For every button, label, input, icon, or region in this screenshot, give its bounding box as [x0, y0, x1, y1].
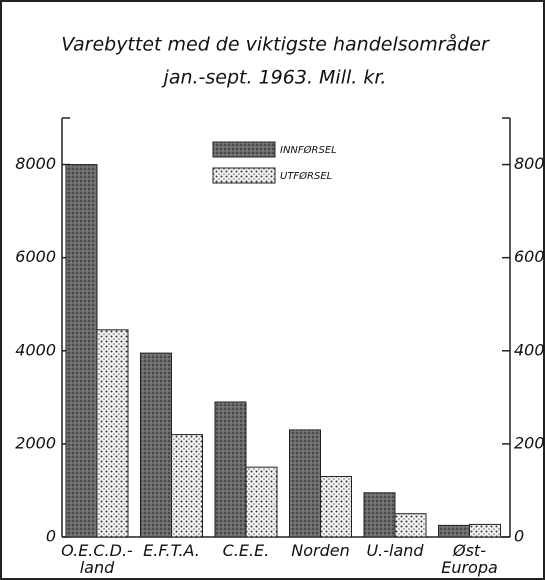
y2-tick-label: 0 [514, 527, 524, 546]
x-tick-label: C.E.E. [223, 541, 270, 560]
x-tick-label: Øst-Europa [441, 541, 498, 577]
y2-tick-label: 6000 [514, 247, 545, 266]
y2-tick-label: 4000 [514, 340, 545, 359]
bar [140, 352, 172, 538]
bar [394, 513, 427, 538]
legend-label: INNFØRSEL [280, 144, 337, 156]
y-tick-label: 6000 [15, 247, 56, 266]
x-tick-label-line: Europa [441, 558, 498, 577]
x-tick-label-line: O.E.C.D.- [61, 541, 133, 560]
bar [289, 429, 321, 538]
legend-swatch [212, 167, 276, 184]
bar [245, 466, 278, 538]
chart-subtitle: jan.-sept. 1963. Mill. kr. [161, 67, 387, 89]
y-tick-label: 8000 [15, 154, 56, 173]
bar [214, 401, 247, 538]
y-tick-label: 2000 [15, 433, 56, 452]
x-tick-label-line: C.E.E. [223, 541, 270, 560]
x-tick-label-line: E.F.T.A. [143, 541, 200, 560]
bar [363, 492, 396, 538]
x-tick-label-line: Øst- [452, 541, 486, 560]
x-tick-label-line: U.-land [366, 541, 424, 560]
y-tick-label: 4000 [15, 340, 56, 359]
chart-title: Varebyttet med de viktigste handelsområd… [61, 33, 490, 56]
x-tick-label: Norden [291, 541, 349, 560]
legend-swatch [212, 141, 276, 158]
y2-tick-label: 8000 [514, 154, 545, 173]
bar [171, 434, 203, 538]
x-tick-label: E.F.T.A. [143, 541, 200, 560]
x-tick-label-line: land [80, 558, 115, 577]
bar [469, 523, 501, 538]
y-tick-label: 0 [46, 527, 56, 546]
legend-label: UTFØRSEL [280, 170, 332, 182]
bar [65, 164, 98, 538]
y2-tick-label: 2000 [514, 433, 545, 452]
x-tick-label: O.E.C.D.-land [61, 541, 133, 577]
bar [438, 524, 470, 538]
x-tick-label-line: Norden [291, 541, 349, 560]
bar [320, 475, 352, 538]
x-tick-label: U.-land [366, 541, 424, 560]
bar [96, 329, 129, 538]
